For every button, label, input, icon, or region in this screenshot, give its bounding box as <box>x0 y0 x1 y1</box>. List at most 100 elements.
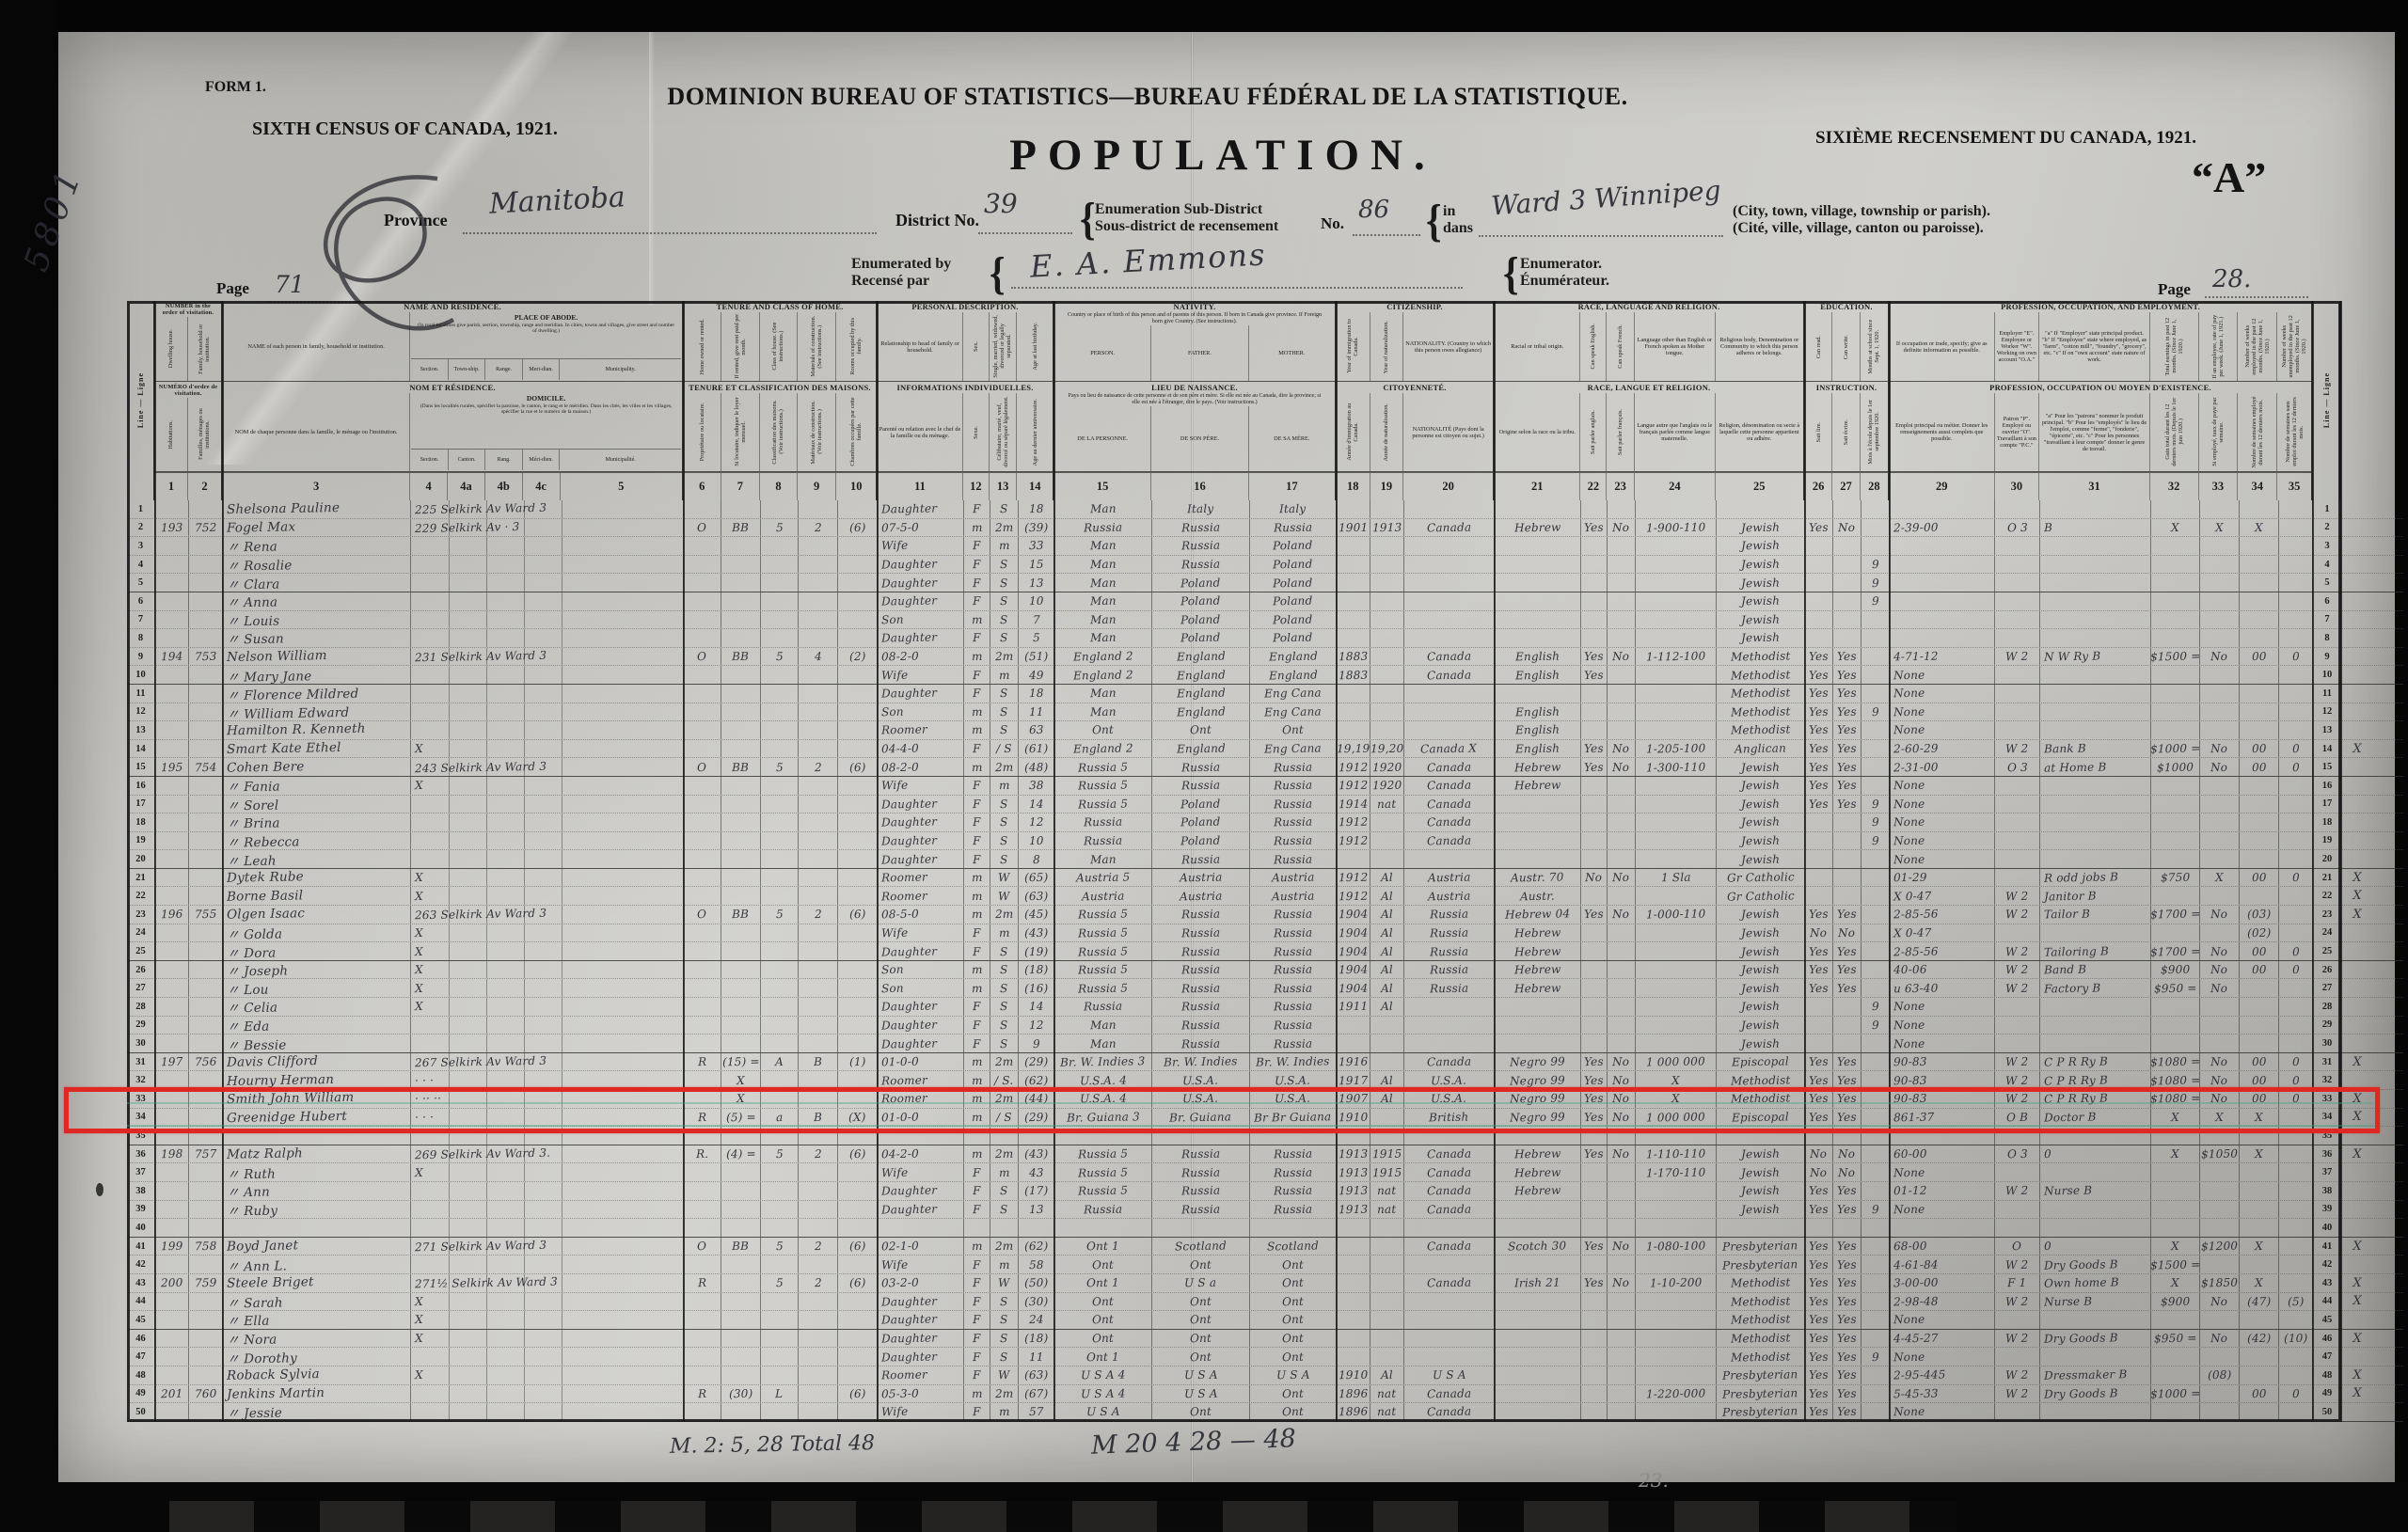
handwritten-entry: 5 <box>775 1147 784 1161</box>
cell-org: Negro 99 <box>1495 1071 1581 1089</box>
column-labels: Année d'immigration au Canada. Année de n… <box>1337 393 1493 471</box>
handwritten-entry: m <box>971 908 983 922</box>
handwritten-entry: Yes <box>1809 1313 1829 1327</box>
cell-rent <box>721 1016 761 1034</box>
line-number-right: 35 <box>2321 1129 2333 1141</box>
column-label-bp: DE LA PERSONNE. <box>1054 405 1152 471</box>
handwritten-entry: X 0-47 <box>1893 925 1932 940</box>
cell-earn: $1500 = <box>2151 1256 2200 1273</box>
handwritten-entry: 271 Selkirk Av Ward 3 <box>414 1238 547 1255</box>
handwritten-entry: 0 <box>2291 649 2300 664</box>
cell-bf <box>1152 1219 1250 1237</box>
cell-wr: Yes <box>1833 1200 1861 1219</box>
cell-whr: Dry Goods B <box>2040 1384 2151 1403</box>
ruled-line <box>463 232 877 234</box>
handwritten-entry: Yes <box>1809 1184 1829 1198</box>
cell-wr: Yes <box>1833 721 1861 739</box>
cell-bf: Ont <box>1152 1403 1250 1421</box>
cell-rent <box>721 1273 761 1292</box>
line-number-right: 40 <box>2321 1222 2333 1233</box>
cell-nat: nat <box>1370 1403 1404 1421</box>
handwritten-entry: Man <box>1089 1036 1117 1050</box>
handwritten-entry: O <box>697 520 707 534</box>
header-group: NATIVITY. Country or place of birth of th… <box>1054 301 1337 500</box>
cell-mat: 2 <box>799 1237 838 1256</box>
handwritten-entry: Own home B <box>2043 1275 2119 1290</box>
handwritten-entry: (6) <box>848 1276 866 1290</box>
cell-org <box>1495 1127 1581 1145</box>
handwritten-entry: F <box>973 797 981 811</box>
cell-en: Yes <box>1581 1273 1608 1292</box>
scan-artifact-line <box>127 1125 2373 1127</box>
cell-sch <box>1861 1256 1890 1273</box>
cell-relig: Methodist <box>1717 1311 1805 1329</box>
cell-unemp <box>2279 684 2313 703</box>
handwritten-entry: Methodist <box>1730 1350 1791 1365</box>
handwritten-entry: Tailor B <box>2043 907 2091 922</box>
handwritten-entry: Wife <box>880 539 909 553</box>
cell-org <box>1495 610 1581 629</box>
group-title: TENURE ET CLASSIFICATION DES MAISONS. <box>689 383 871 392</box>
handwritten-entry: Canada <box>1426 1275 1472 1290</box>
cell-d <box>155 979 189 998</box>
line-number-left: 4 <box>127 555 155 574</box>
handwritten-entry: Nurse B <box>2043 1294 2093 1309</box>
cell-mat <box>799 998 838 1016</box>
cell-emp <box>1995 1034 2040 1052</box>
cell-sex: F <box>964 739 990 758</box>
cell-whr <box>2040 592 2151 610</box>
cell-bp: Russia 5 <box>1054 924 1152 942</box>
cell-bm: Russia <box>1250 1016 1337 1034</box>
cell-fr <box>1608 610 1636 629</box>
line-number-right: 32 <box>2321 1075 2333 1086</box>
cell-rent <box>721 1219 761 1237</box>
handwritten-entry: Al <box>1380 1073 1394 1087</box>
cell-f <box>189 1256 223 1273</box>
cell-rd: No <box>1805 1163 1833 1181</box>
handwritten-x: X <box>2353 1331 2362 1346</box>
cell-rent <box>721 574 761 592</box>
handwritten-entry: m <box>998 1165 1010 1179</box>
cell-mat <box>799 942 838 960</box>
cell-nat: Al <box>1370 960 1404 979</box>
cell-earn <box>2151 1219 2200 1237</box>
handwritten-entry: 0 <box>2043 1239 2052 1254</box>
cell-name: 〃 Golda <box>223 924 411 942</box>
handwritten-entry: U S A <box>1183 1386 1218 1401</box>
cell-abode <box>411 831 684 850</box>
cell-wr: Yes <box>1833 1052 1861 1071</box>
handwritten-entry: Russia 5 <box>1077 1183 1129 1198</box>
cell-age: (17) <box>1019 1181 1054 1200</box>
group-title: CITIZENSHIP. <box>1386 302 1443 311</box>
cell-payw <box>2200 666 2240 684</box>
handwritten-entry: 1912 <box>1338 889 1369 904</box>
handwritten-entry: · · · <box>414 1073 435 1087</box>
cell-nat: Al <box>1370 868 1404 887</box>
abode-subcolumn-label: Section. <box>411 359 449 380</box>
cell-natl: Canada <box>1404 1052 1495 1071</box>
column-label-sch: Mois à l'école depuis le 1er septembre 1… <box>1861 393 1888 471</box>
census-title-en: SIXTH CENSUS OF CANADA, 1921. <box>252 118 558 139</box>
cell-mar: 2m <box>990 1384 1019 1403</box>
handwritten-entry: Yes <box>1837 741 1857 756</box>
abode-title: DOMICILE. <box>526 394 566 403</box>
cell-unemp <box>2279 592 2313 610</box>
handwritten-entry: Dry Goods B <box>2043 1256 2118 1272</box>
handwritten-entry: 4-61-84 <box>1893 1257 1939 1272</box>
cell-imm: 1896 <box>1337 1384 1370 1403</box>
handwritten-entry: Smart Kate Ethel <box>226 739 341 758</box>
table-row: 20 〃 Leah Daughter F S 8 Man Russia Russia Jewish… <box>127 850 2403 869</box>
handwritten-entry: Son <box>880 962 904 977</box>
line-number-right: 2 <box>2324 522 2330 533</box>
handwritten-entry: 5 <box>1032 631 1040 645</box>
cell-mat <box>799 1127 838 1145</box>
cell-imm: 1904 <box>1337 906 1370 924</box>
cell-rel: Daughter <box>878 1016 964 1034</box>
handwritten-entry: Wife <box>880 1405 909 1419</box>
cell-occ: None <box>1890 1403 1995 1421</box>
cell-sex: m <box>964 1237 990 1256</box>
group-title: NUMBER in the order of visitation. <box>162 303 214 317</box>
cell-mat: 2 <box>799 758 838 776</box>
cell-bm: Austria <box>1250 887 1337 906</box>
cell-occ: None <box>1890 1034 1995 1052</box>
